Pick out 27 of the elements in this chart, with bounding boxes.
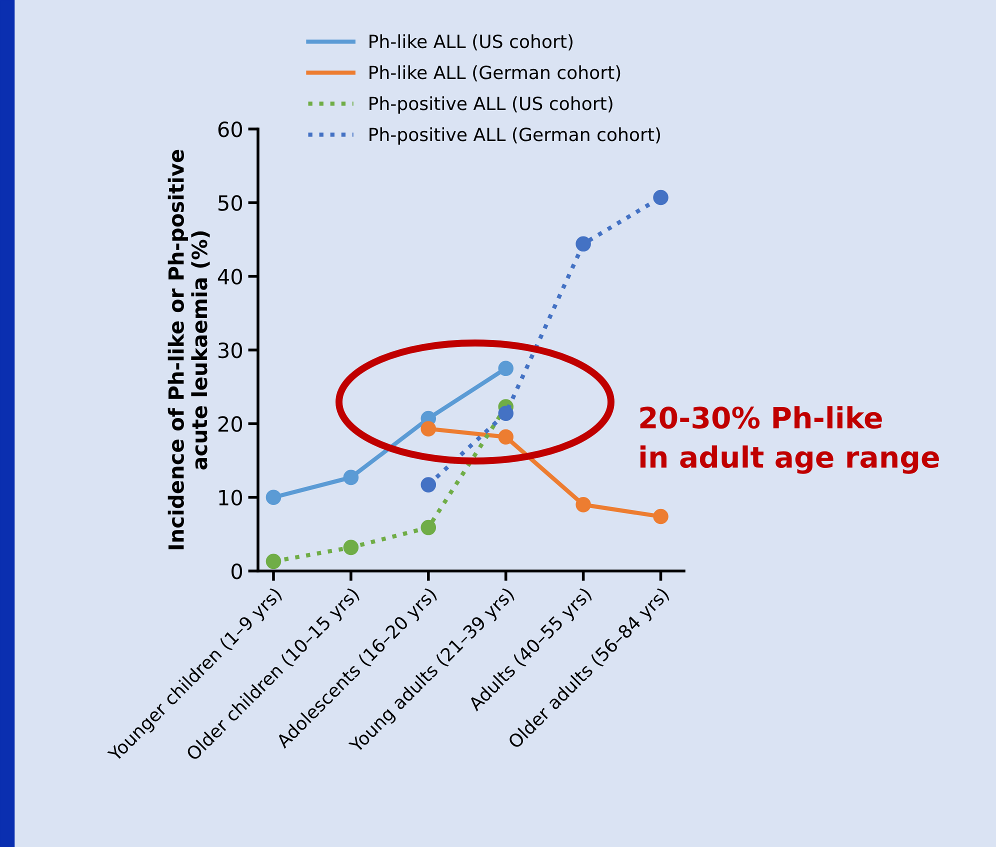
point: [653, 508, 668, 524]
y-tick-label: 20: [218, 416, 242, 432]
point: [420, 421, 436, 436]
point: [498, 406, 514, 421]
legend-label: Ph-positive ALL (US cohort): [370, 96, 612, 114]
y-axis-title: Incidence of Ph-like or Ph-positive acute leukaemia (%): [168, 150, 210, 550]
annotation: 20-30% Ph-like in adult age range: [640, 406, 939, 474]
point: [343, 540, 359, 556]
y-tick-label: 0: [232, 563, 242, 580]
point: [653, 190, 668, 206]
legend-label: Ph-positive ALL (German cohort): [370, 127, 660, 145]
y-tick-label: 10: [219, 490, 242, 506]
point: [420, 520, 436, 536]
point: [576, 236, 591, 252]
point: [498, 360, 514, 376]
point: [266, 554, 282, 570]
legend-label: Ph-like ALL (German cohort): [370, 65, 620, 82]
point: [343, 470, 359, 486]
legend-label: Ph-like ALL (US cohort): [370, 34, 572, 50]
point: [420, 477, 436, 492]
point: [498, 429, 514, 445]
point: [266, 490, 282, 505]
y-tick-label: 60: [218, 121, 242, 138]
y-tick-label: 40: [218, 268, 242, 285]
point: [576, 497, 591, 512]
y-tick-label: 50: [218, 195, 242, 211]
y-tick-label: 30: [218, 342, 242, 358]
